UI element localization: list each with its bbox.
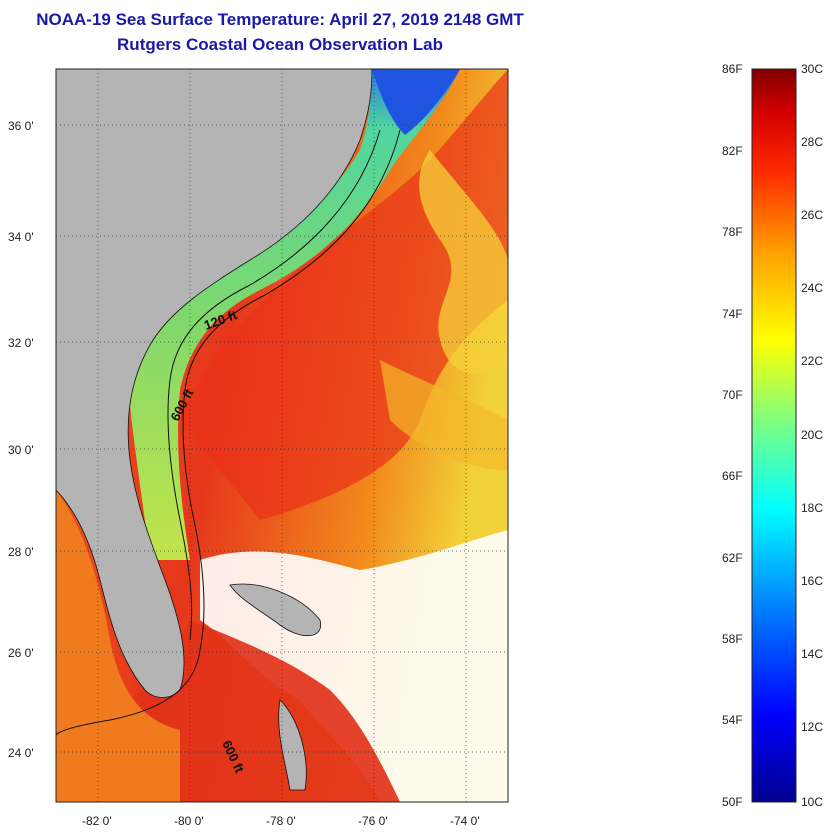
f-label: 70F [722, 388, 743, 402]
map-title: NOAA-19 Sea Surface Temperature: April 2… [36, 10, 524, 29]
c-label: 28C [801, 135, 823, 149]
latitude-axis: 36 0' 34 0' 32 0' 30 0' 28 0' 26 0' 24 0… [8, 119, 34, 760]
sst-image [56, 69, 508, 802]
f-label: 62F [722, 551, 743, 565]
colorbar [751, 68, 797, 803]
f-label: 50F [722, 795, 743, 809]
colorbar-fahrenheit-labels: 86F 82F 78F 74F 70F 66F 62F 58F 54F 50F [722, 62, 743, 809]
land-mass [56, 69, 373, 698]
c-label: 12C [801, 720, 823, 734]
cold-water-patch [372, 69, 460, 135]
lat-label: 32 0' [8, 336, 34, 350]
lon-label: -78 0' [266, 814, 296, 828]
c-label: 26C [801, 208, 823, 222]
c-label: 30C [801, 62, 823, 76]
lat-label: 34 0' [8, 230, 34, 244]
lon-label: -82 0' [82, 814, 112, 828]
f-label: 82F [722, 144, 743, 158]
island-andros [278, 699, 307, 791]
contour-120ft [167, 129, 381, 641]
c-label: 14C [801, 647, 823, 661]
c-label: 18C [801, 501, 823, 515]
longitude-axis: -82 0' -80 0' -78 0' -76 0' -74 0' [82, 814, 480, 828]
warm-filament [419, 150, 508, 374]
c-label: 24C [801, 281, 823, 295]
map-subtitle: Rutgers Coastal Ocean Observation Lab [117, 35, 443, 54]
c-label: 20C [801, 428, 823, 442]
map-frame [55, 68, 509, 803]
f-label: 58F [722, 632, 743, 646]
f-label: 78F [722, 225, 743, 239]
f-label: 74F [722, 307, 743, 321]
lon-label: -74 0' [450, 814, 480, 828]
graticule [56, 69, 508, 802]
island-abaco [229, 583, 322, 637]
colorbar-celsius-labels: 30C 28C 26C 24C 22C 20C 18C 16C 14C 12C … [801, 62, 823, 809]
contour-600ft [56, 129, 401, 736]
f-label: 54F [722, 713, 743, 727]
lat-label: 26 0' [8, 646, 34, 660]
f-label: 66F [722, 469, 743, 483]
f-label: 86F [722, 62, 743, 76]
lon-label: -76 0' [358, 814, 388, 828]
warm-filament-2 [380, 360, 508, 470]
coastal-shelf-water [128, 69, 460, 560]
c-label: 22C [801, 354, 823, 368]
c-label: 10C [801, 795, 823, 809]
lat-label: 28 0' [8, 545, 34, 559]
lat-label: 24 0' [8, 746, 34, 760]
lat-label: 36 0' [8, 119, 34, 133]
lon-label: -80 0' [174, 814, 204, 828]
c-label: 16C [801, 574, 823, 588]
lat-label: 30 0' [8, 443, 34, 457]
